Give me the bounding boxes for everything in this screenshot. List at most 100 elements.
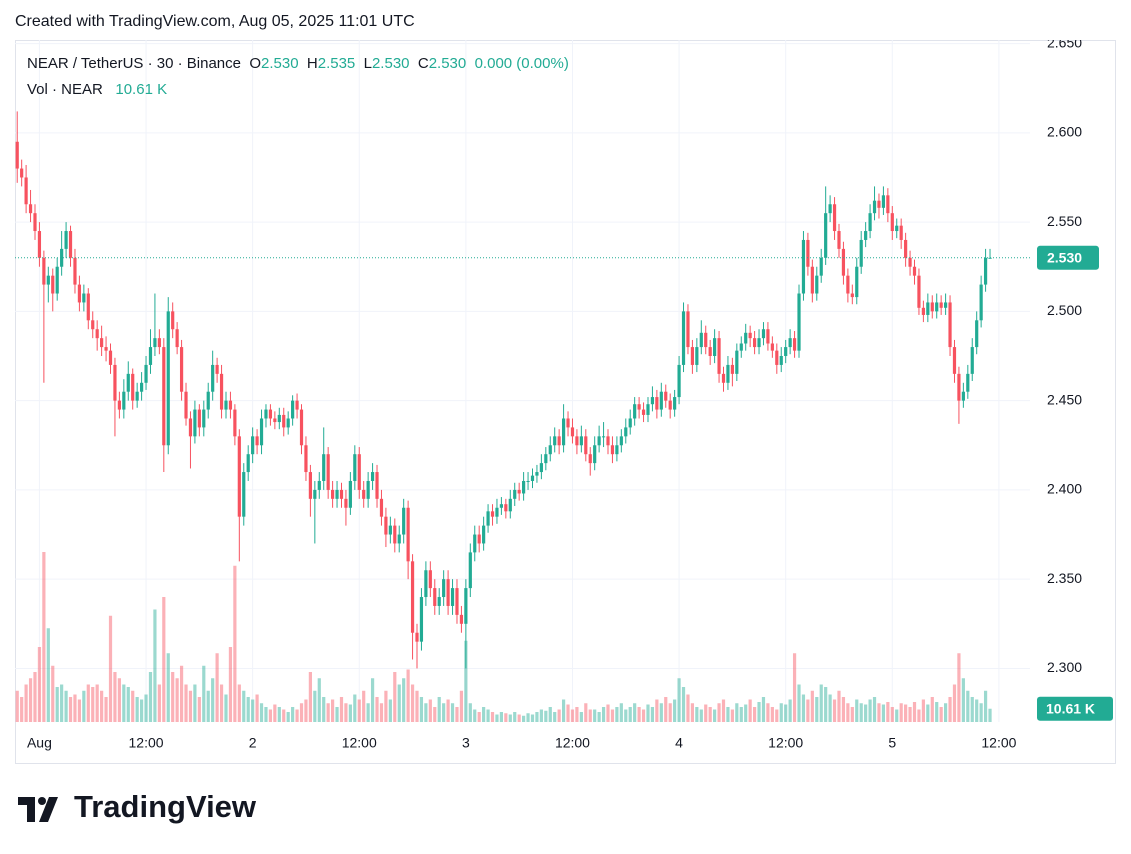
volume-bar bbox=[264, 707, 268, 722]
candle-body bbox=[597, 436, 601, 446]
volume-bar bbox=[446, 699, 450, 722]
volume-bar bbox=[251, 699, 255, 722]
candle-body bbox=[108, 350, 113, 365]
volume-bar bbox=[872, 697, 877, 722]
candle-body bbox=[162, 347, 166, 446]
volume-bar bbox=[686, 694, 690, 722]
candle-body bbox=[948, 302, 952, 348]
volume-bar bbox=[482, 707, 486, 722]
volume-bar bbox=[841, 697, 846, 722]
candle-body bbox=[744, 332, 748, 344]
volume-bar bbox=[513, 712, 517, 722]
candle-body bbox=[486, 511, 490, 526]
candle-body bbox=[979, 284, 983, 321]
candle-body bbox=[859, 239, 863, 267]
candle-body bbox=[588, 454, 592, 464]
candle-body bbox=[886, 195, 890, 214]
candle-body bbox=[246, 454, 250, 473]
volume-bar bbox=[73, 694, 77, 722]
candle-body bbox=[895, 225, 899, 232]
volume-bar bbox=[708, 707, 712, 722]
volume-bar bbox=[339, 697, 344, 722]
volume-bar bbox=[637, 707, 641, 722]
volume-bar bbox=[424, 703, 428, 722]
candle-body bbox=[561, 418, 566, 446]
candle-body bbox=[983, 257, 988, 285]
candle-body bbox=[317, 480, 321, 490]
volume-bar bbox=[539, 709, 543, 722]
volume-bar bbox=[553, 712, 557, 722]
volume-bar bbox=[490, 712, 495, 722]
candle-body bbox=[459, 614, 464, 624]
volume-bar bbox=[797, 684, 801, 722]
candle-body bbox=[553, 436, 557, 446]
candle-body bbox=[935, 302, 939, 312]
candle-body bbox=[828, 204, 832, 214]
candle-body bbox=[473, 534, 477, 553]
volume-bar bbox=[153, 609, 157, 722]
volume-bar bbox=[890, 707, 894, 722]
candle-body bbox=[704, 332, 708, 348]
candle-body bbox=[513, 489, 517, 499]
candle-body bbox=[20, 168, 24, 178]
volume-bar bbox=[646, 704, 650, 722]
x-tick-label: 5 bbox=[888, 735, 896, 751]
volume-bar bbox=[197, 697, 201, 722]
candle-body bbox=[122, 391, 126, 410]
candle-body bbox=[966, 373, 970, 392]
candle-body bbox=[739, 343, 743, 351]
candle-body bbox=[339, 489, 344, 499]
volume-bar bbox=[877, 703, 881, 722]
candle-body bbox=[304, 445, 308, 473]
candle-body bbox=[64, 231, 68, 249]
candle-body bbox=[748, 332, 752, 339]
candle-body bbox=[664, 391, 668, 401]
candle-body bbox=[117, 400, 121, 410]
candle-body bbox=[73, 257, 77, 285]
candle-body bbox=[139, 382, 144, 392]
volume-bar bbox=[664, 697, 668, 722]
candle-body bbox=[202, 409, 206, 428]
volume-bar bbox=[175, 678, 179, 722]
volume-bar bbox=[970, 697, 974, 722]
volume-bar bbox=[286, 712, 290, 722]
volume-bar bbox=[379, 703, 384, 722]
candle-body bbox=[646, 404, 650, 415]
volume-bar bbox=[801, 694, 806, 722]
candle-body bbox=[144, 364, 148, 383]
candle-body bbox=[868, 213, 872, 232]
candle-body bbox=[237, 436, 241, 517]
volume-bar bbox=[308, 672, 312, 722]
candle-body bbox=[446, 579, 450, 606]
change: 0.000 (0.00%) bbox=[474, 55, 569, 72]
candle-body bbox=[819, 257, 823, 276]
candle-body bbox=[681, 311, 686, 365]
volume-bar bbox=[810, 690, 814, 722]
volume-bar bbox=[819, 684, 823, 722]
candle-body bbox=[579, 436, 583, 446]
candle-body bbox=[499, 504, 504, 508]
candle-body bbox=[548, 445, 552, 455]
candle-body bbox=[779, 356, 783, 365]
volume-bar bbox=[677, 678, 681, 722]
volume-bar bbox=[908, 707, 912, 722]
volume-bar bbox=[108, 615, 113, 722]
y-tick-label: 2.500 bbox=[1047, 302, 1082, 318]
volume-bar bbox=[508, 714, 512, 722]
volume-bar bbox=[548, 707, 552, 722]
candle-body bbox=[881, 195, 886, 208]
ohlc-key: O bbox=[249, 55, 261, 72]
candle-body bbox=[228, 400, 233, 410]
volume-bar bbox=[402, 678, 406, 722]
volume-bar bbox=[952, 684, 957, 722]
ohlc-value: 2.535 bbox=[317, 55, 356, 72]
volume-bar bbox=[659, 703, 663, 722]
candle-body bbox=[55, 266, 59, 294]
volume-bar bbox=[788, 699, 792, 722]
candle-body bbox=[673, 397, 677, 410]
volume-bar bbox=[988, 708, 992, 722]
candle-body bbox=[615, 445, 619, 455]
candle-body bbox=[95, 329, 99, 339]
candle-body bbox=[637, 404, 641, 410]
